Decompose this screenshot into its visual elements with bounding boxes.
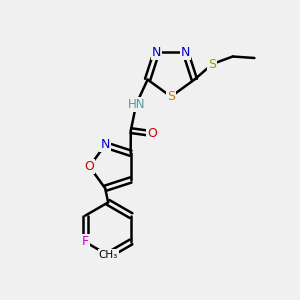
Text: N: N	[152, 46, 161, 59]
Text: S: S	[208, 58, 216, 70]
Text: O: O	[85, 160, 94, 173]
Text: HN: HN	[128, 98, 145, 111]
Text: CH₃: CH₃	[98, 250, 118, 260]
Text: O: O	[148, 127, 157, 140]
Text: S: S	[167, 90, 175, 103]
Text: N: N	[181, 46, 190, 59]
Text: F: F	[82, 236, 89, 248]
Text: N: N	[100, 138, 110, 152]
